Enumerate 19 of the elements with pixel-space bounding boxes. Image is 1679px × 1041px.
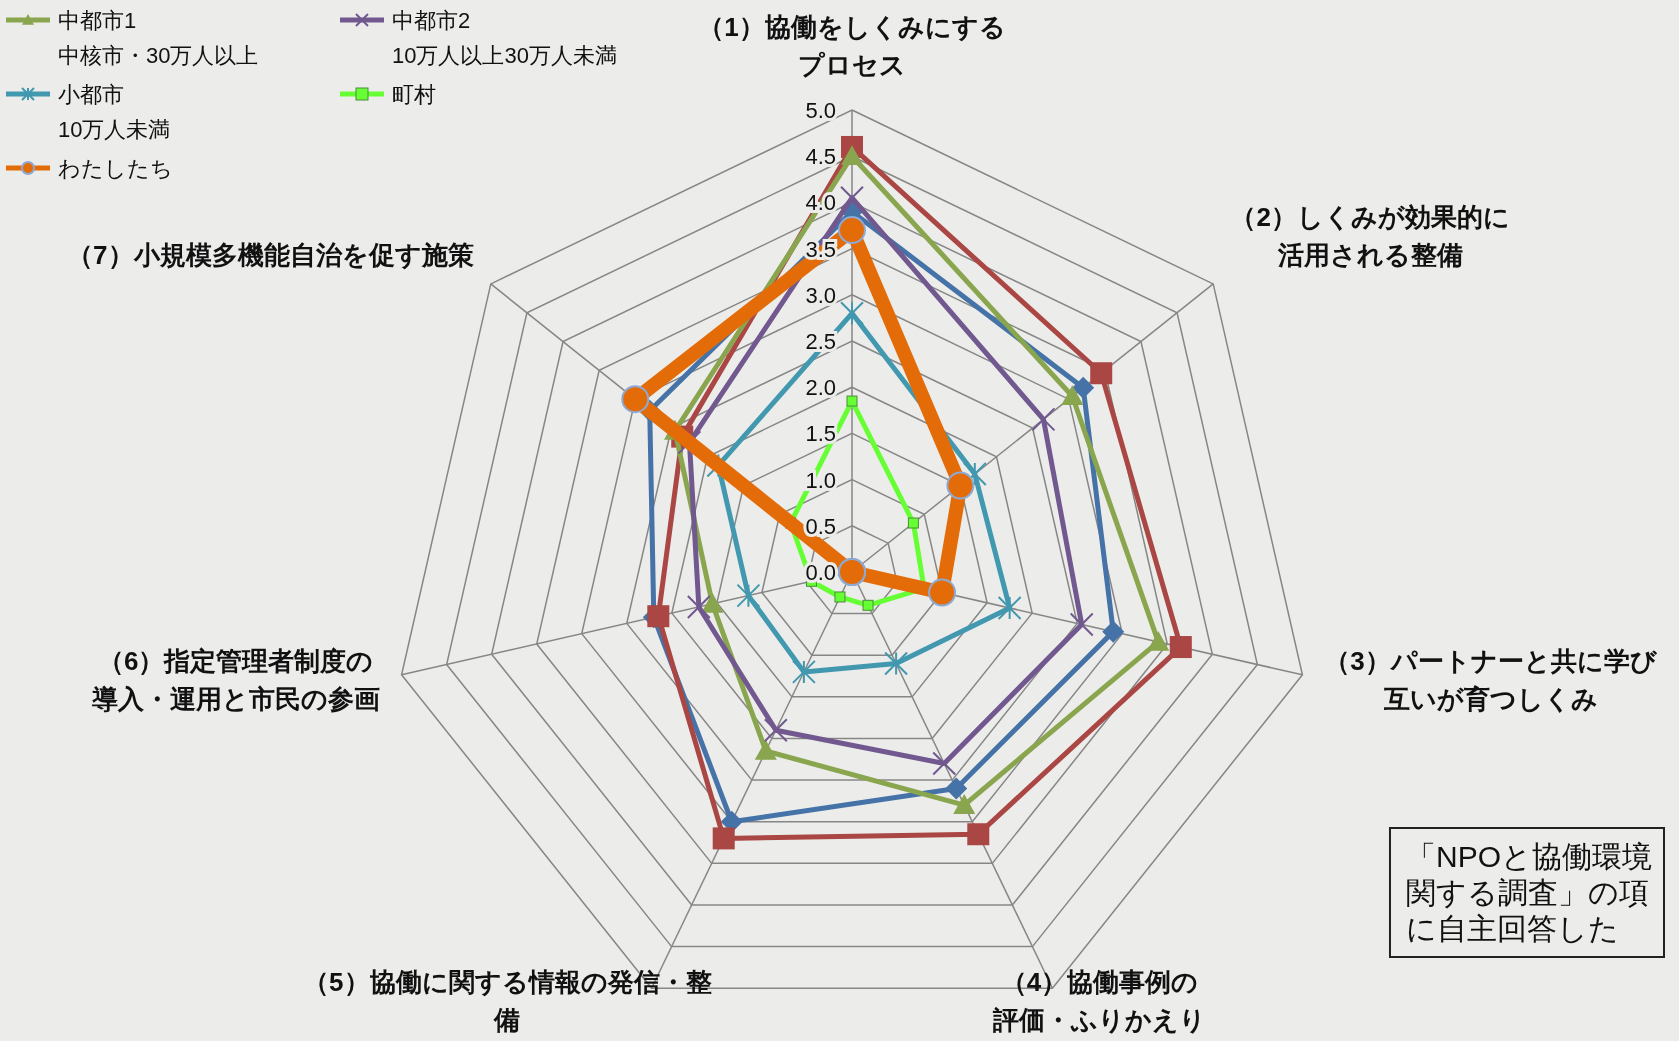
- category-label: （5）協働に関する情報の発信・整備: [303, 967, 712, 1035]
- tick-label: 3.0: [805, 282, 836, 308]
- legend-label: 小都市 10万人未満: [58, 82, 171, 142]
- category-label: （7）小規模多機能自治を促す施策: [67, 240, 474, 271]
- annotation: 「NPOと協働環境関する調査」の項に自主回答した: [1406, 840, 1652, 945]
- category-label: （1）協働をしくみにするプロセス: [698, 12, 1006, 80]
- tick-label: 2.0: [805, 375, 836, 401]
- category-label: （3）パートナーと共に学び互いが育つしくみ: [1324, 645, 1657, 714]
- legend-label: わたしたち: [58, 156, 173, 181]
- category-label: （6）指定管理者制度の導入・運用と市民の参画: [91, 645, 380, 714]
- tick-label: 1.5: [805, 421, 836, 447]
- legend-label: 中都市2 10万人以上30万人未満: [392, 8, 617, 68]
- tick-label: 0.5: [805, 513, 836, 539]
- tick-label: 5.0: [805, 98, 836, 123]
- category-label: （2）しくみが効果的に活用される整備: [1230, 202, 1510, 271]
- tick-label: 4.5: [805, 144, 836, 170]
- category-label: （4）協働事例の評価・ふりかえり: [992, 967, 1206, 1035]
- legend-label: 町村: [392, 82, 436, 107]
- legend-label: 中都市1 中核市・30万人以上: [58, 8, 259, 68]
